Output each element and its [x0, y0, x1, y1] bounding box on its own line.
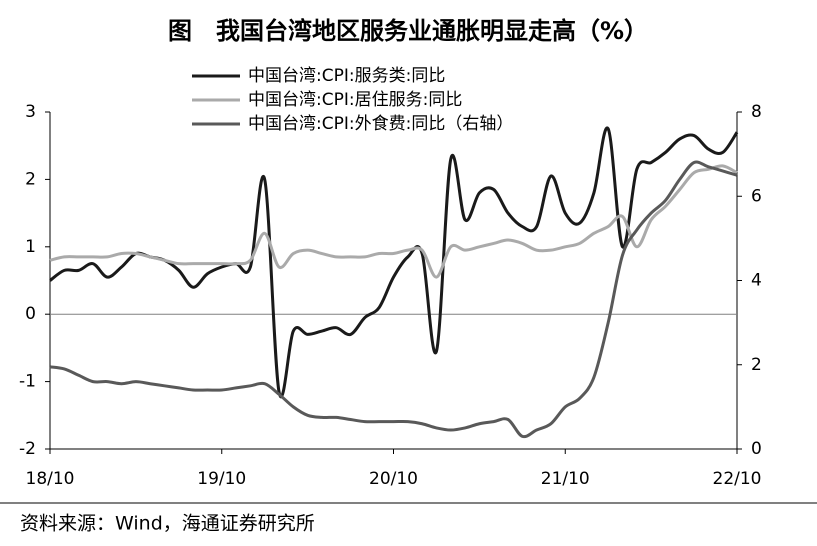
x-tick-label: 20/10 [369, 469, 418, 489]
y2-tick-label: 4 [751, 271, 762, 291]
y-tick-label: 1 [25, 237, 36, 257]
x-tick-label: 21/10 [541, 469, 590, 489]
legend-label: 中国台湾:CPI:外食费:同比（右轴） [248, 114, 513, 134]
series-line [49, 164, 738, 279]
x-tick-label: 22/10 [713, 469, 762, 489]
y2-tick-label: 2 [751, 355, 762, 375]
source: 资料来源：Wind，海通证券研究所 [20, 513, 315, 535]
y-tick-label: 2 [25, 169, 36, 189]
y-tick-label: 3 [25, 102, 36, 122]
y2-tick-label: 0 [751, 439, 762, 459]
chart-title: 图 我国台湾地区服务业通胀明显走高（%） [168, 17, 648, 45]
x-tick-label: 19/10 [197, 469, 246, 489]
y-tick-label: 0 [25, 304, 36, 324]
x-tick-label: 18/10 [26, 469, 75, 489]
series-line [49, 160, 738, 439]
legend-label: 中国台湾:CPI:服务类:同比 [248, 66, 445, 86]
y-tick-label: -2 [19, 439, 36, 459]
series-line [49, 126, 739, 398]
y2-tick-label: 8 [751, 102, 762, 122]
y2-tick-label: 6 [751, 186, 762, 206]
legend-label: 中国台湾:CPI:居住服务:同比 [248, 90, 462, 110]
y-tick-label: -1 [19, 372, 36, 392]
